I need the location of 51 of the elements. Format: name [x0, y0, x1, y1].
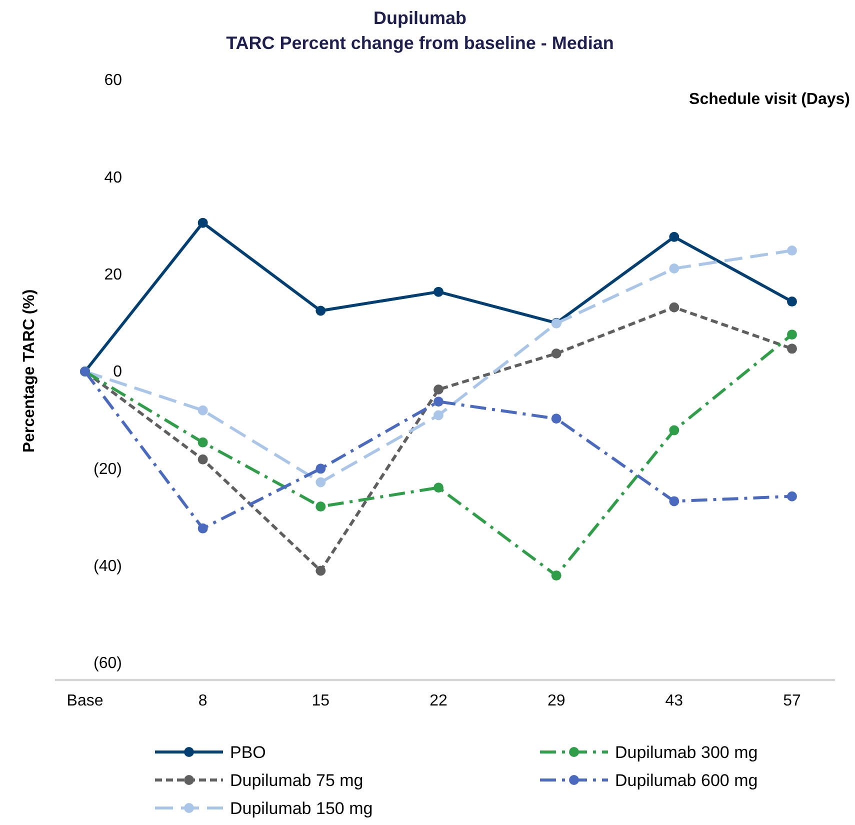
point	[669, 496, 680, 506]
point	[434, 384, 444, 394]
point	[669, 425, 680, 436]
point	[787, 491, 797, 502]
y-tick-label: (20)	[94, 460, 122, 478]
point	[787, 246, 797, 256]
point	[316, 464, 326, 474]
point	[551, 348, 562, 359]
x-axis-title: Schedule visit (Days)	[689, 91, 850, 108]
point	[316, 306, 326, 316]
point	[198, 523, 208, 534]
point	[198, 218, 208, 228]
y-tick-label: 40	[104, 169, 122, 186]
x-tick-label: 22	[430, 692, 448, 710]
point	[316, 566, 326, 576]
point	[787, 296, 797, 307]
legend-label: Dupilumab 75 mg	[230, 771, 364, 790]
point	[551, 414, 562, 424]
point	[316, 502, 326, 512]
legend-label: PBO	[230, 743, 266, 762]
point	[434, 482, 444, 493]
point	[198, 405, 208, 416]
legend-label: Dupilumab 150 mg	[230, 799, 373, 818]
point	[434, 410, 444, 420]
point	[198, 454, 208, 464]
legend-label: Dupilumab 600 mg	[615, 771, 758, 790]
point	[669, 232, 680, 242]
legend-label: Dupilumab 300 mg	[615, 743, 758, 762]
y-tick-label: (40)	[94, 558, 122, 575]
x-tick-label: 29	[547, 692, 566, 710]
point	[434, 396, 444, 407]
point	[316, 477, 326, 488]
y-tick-label: 0	[113, 364, 122, 381]
x-tick-label: 43	[665, 692, 684, 710]
chart-subtitle: TARC Percent change from baseline - Median	[226, 33, 614, 53]
x-tick-label: 8	[198, 692, 208, 710]
y-axis-title: Percentage TARC (%)	[21, 289, 38, 453]
point	[434, 286, 444, 297]
point	[669, 264, 680, 274]
point	[551, 570, 562, 581]
x-tick-label: 57	[783, 692, 801, 710]
chart-title: Dupilumab	[374, 8, 466, 28]
x-tick-label: Base	[66, 692, 104, 710]
point	[787, 330, 797, 340]
point	[787, 344, 797, 354]
x-tick-label: 15	[312, 692, 330, 710]
y-tick-label: (60)	[94, 655, 122, 672]
y-tick-label: 60	[104, 72, 122, 90]
y-tick-label: 20	[104, 266, 122, 284]
point	[669, 302, 680, 312]
point	[198, 437, 208, 448]
